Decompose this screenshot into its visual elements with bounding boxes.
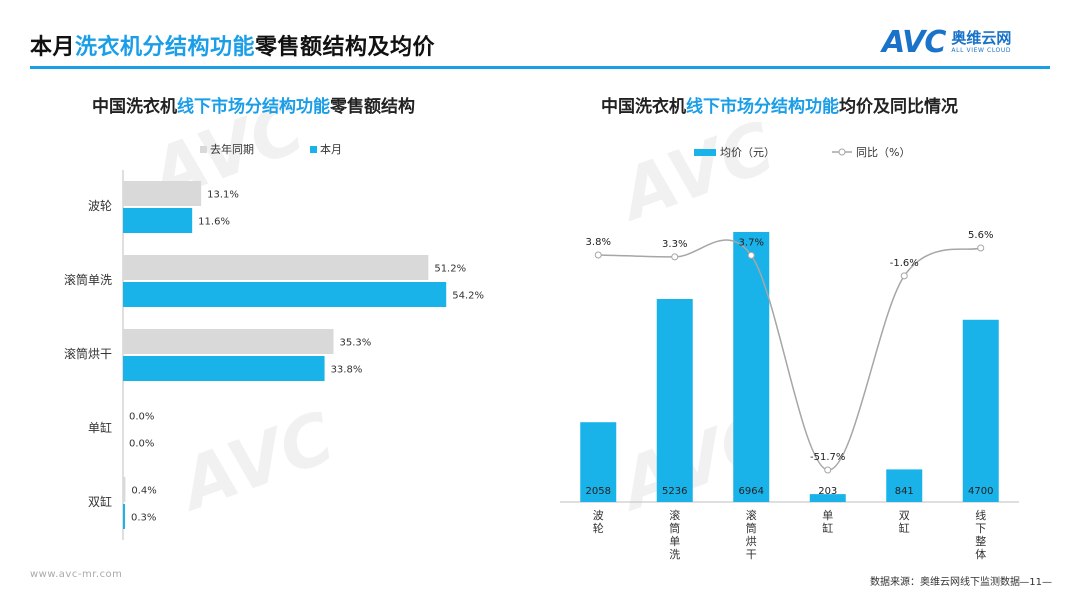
right-title-part1: 中国洗衣机 — [601, 97, 686, 117]
legend-swatch-0 — [200, 146, 207, 153]
left-data-label: 54.2% — [452, 291, 484, 302]
yoy-data-label: 5.6% — [968, 230, 993, 241]
left-bar — [123, 356, 325, 381]
left-title-highlight: 线下市场分结构功能 — [177, 97, 330, 117]
page-title-highlight: 洗衣机分结构功能 — [75, 35, 256, 60]
price-data-label: 841 — [895, 486, 914, 497]
yoy-point — [747, 251, 755, 259]
page-title-part1: 本月 — [30, 35, 76, 60]
title-divider — [30, 66, 1050, 69]
page-title-part2: 零售额结构及均价 — [255, 35, 436, 60]
left-data-label: 35.3% — [340, 338, 372, 349]
right-category-label: 滚筒单洗 — [669, 508, 680, 561]
logo-text-block: 奥维云网 ALL VIEW CLOUD — [951, 28, 1012, 55]
left-bar — [123, 208, 193, 233]
right-title-highlight: 线下市场分结构功能 — [686, 97, 839, 117]
page-title-text: 本月洗衣机分结构功能零售额结构及均价 — [30, 29, 435, 61]
price-bar — [733, 232, 770, 502]
price-data-label: 4700 — [968, 486, 993, 497]
left-data-label: 0.4% — [131, 486, 156, 497]
left-category-label: 滚筒单洗 — [64, 272, 112, 287]
yoy-point — [594, 251, 602, 259]
left-data-label: 0.0% — [129, 439, 154, 450]
yoy-data-label: 3.8% — [586, 237, 611, 248]
left-bar — [123, 255, 429, 280]
left-bar — [123, 329, 334, 354]
data-source-note: 数据来源：奥维云网线下监测数据 — [870, 577, 1020, 588]
left-bar — [123, 282, 447, 307]
left-category-label: 双缸 — [88, 494, 112, 509]
logo-cn-text: 奥维云网 — [951, 28, 1012, 47]
yoy-data-label: -51.7% — [810, 452, 845, 463]
yoy-point — [671, 253, 679, 261]
price-data-label: 203 — [818, 486, 837, 497]
left-chart-title: 中国洗衣机线下市场分结构功能零售额结构 — [92, 92, 415, 117]
left-bar — [123, 477, 126, 502]
right-chart-title: 中国洗衣机线下市场分结构功能均价及同比情况 — [601, 92, 958, 117]
price-bar — [962, 319, 999, 502]
left-category-label: 单缸 — [88, 420, 112, 435]
website-url: www.avc-mr.com — [30, 569, 123, 580]
right-category-label: 双缸 — [899, 509, 910, 535]
legend-label-0: 去年同期 — [210, 142, 254, 156]
left-data-label: 0.3% — [131, 513, 156, 524]
logo-en-text: ALL VIEW CLOUD — [951, 46, 1012, 54]
yoy-line — [598, 239, 982, 471]
left-data-label: 0.0% — [129, 412, 154, 423]
yoy-point — [824, 466, 832, 474]
yoy-data-label: -1.6% — [890, 258, 919, 269]
left-title-part2: 零售额结构 — [330, 97, 415, 117]
right-category-label: 波轮 — [593, 509, 604, 535]
price-data-label: 6964 — [739, 486, 764, 497]
left-category-label: 波轮 — [88, 199, 112, 213]
left-data-label: 33.8% — [331, 365, 363, 376]
yoy-point — [900, 272, 908, 280]
left-bar — [123, 181, 202, 206]
price-bar — [656, 298, 693, 502]
logo-avc-text: AVC — [882, 24, 946, 60]
price-data-label: 2058 — [586, 486, 611, 497]
page-title: 本月洗衣机分结构功能零售额结构及均价 — [30, 28, 435, 62]
left-data-label: 13.1% — [207, 190, 239, 201]
right-title-part2: 均价及同比情况 — [839, 97, 958, 117]
legend-swatch-1 — [310, 146, 317, 153]
price-data-label: 5236 — [662, 486, 687, 497]
price-bar — [580, 422, 617, 502]
legend-label-1: 本月 — [320, 142, 342, 156]
yoy-point — [977, 244, 985, 252]
right-category-label: 滚筒烘干 — [746, 508, 757, 561]
legend-marker-yoy — [838, 148, 846, 156]
left-data-label: 11.6% — [198, 217, 230, 228]
legend-label-price: 均价（元） — [720, 146, 775, 159]
brand-logo: AVC 奥维云网 ALL VIEW CLOUD — [882, 24, 1052, 60]
left-data-label: 51.2% — [434, 264, 466, 275]
left-title-part1: 中国洗衣机 — [92, 97, 177, 117]
legend-label-yoy: 同比（%） — [856, 146, 910, 159]
yoy-data-label: 3.7% — [739, 237, 764, 248]
page-number: —11— — [1019, 577, 1052, 588]
left-category-label: 滚筒烘干 — [64, 346, 112, 361]
price-bar — [886, 469, 923, 502]
yoy-data-label: 3.3% — [662, 239, 687, 250]
legend-swatch-price — [694, 149, 716, 156]
price-bar — [809, 494, 846, 502]
right-category-label: 线下整体 — [975, 508, 986, 561]
right-category-label: 单缸 — [822, 509, 833, 535]
left-bar — [123, 504, 125, 529]
